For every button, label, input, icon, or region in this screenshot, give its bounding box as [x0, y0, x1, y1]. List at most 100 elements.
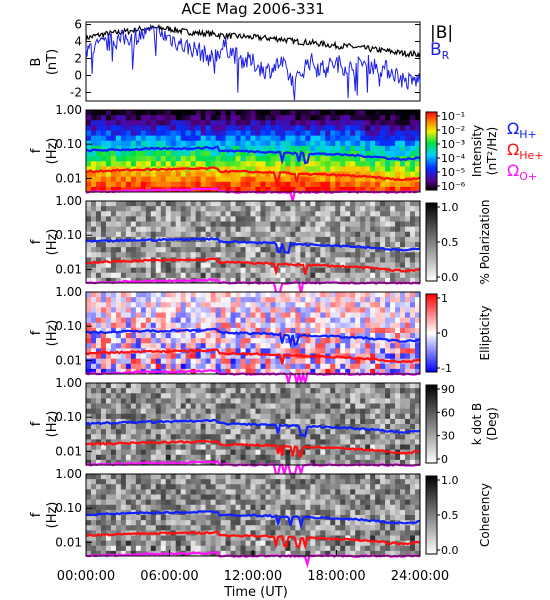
- heatmap-cell: [205, 140, 212, 147]
- heatmap-cell: [140, 120, 147, 126]
- heatmap-cell: [255, 236, 261, 243]
- colorbar-tick-label: 0.5: [441, 236, 459, 249]
- heatmap-cell: [210, 418, 217, 425]
- heatmap-cell: [340, 398, 346, 404]
- heatmap-cell: [220, 120, 226, 126]
- heatmap-cell: [160, 489, 167, 495]
- heatmap-cell: [350, 444, 356, 451]
- heatmap-cell: [300, 317, 306, 324]
- heatmap-cell: [230, 333, 236, 339]
- heatmap-cell: [210, 545, 217, 552]
- heatmap-cell: [345, 343, 351, 349]
- heatmap-cell: [375, 211, 381, 217]
- heatmap-cell: [195, 363, 202, 370]
- heatmap-cell: [315, 348, 321, 354]
- heatmap-cell: [120, 535, 127, 542]
- heatmap-cell: [275, 186, 281, 193]
- heatmap-cell: [265, 252, 271, 258]
- heatmap-cell: [145, 140, 152, 147]
- heatmap-cell: [375, 110, 381, 116]
- heatmap-cell: [255, 398, 261, 404]
- heatmap-cell: [120, 156, 127, 162]
- heatmap-cell: [230, 348, 236, 354]
- heatmap-cell: [270, 307, 276, 313]
- heatmap-cell: [205, 444, 212, 451]
- heatmap-cell: [305, 151, 311, 157]
- heatmap-cell: [340, 292, 346, 298]
- heatmap-cell: [300, 277, 306, 284]
- heatmap-cell: [165, 353, 172, 360]
- heatmap-cell: [150, 515, 157, 521]
- heatmap-cell: [255, 257, 261, 263]
- heatmap-cell: [165, 272, 172, 279]
- heatmap-cell: [155, 130, 162, 137]
- heatmap-cell: [390, 444, 396, 451]
- heatmap-cell: [275, 221, 281, 228]
- heatmap-cell: [100, 221, 107, 228]
- heatmap-cell: [115, 434, 122, 440]
- heatmap-cell: [415, 388, 421, 394]
- heatmap-cell: [235, 348, 241, 354]
- heatmap-cell: [155, 115, 162, 121]
- heatmap-cell: [330, 216, 336, 222]
- heatmap-cell: [180, 504, 187, 511]
- heatmap-cell: [95, 333, 102, 339]
- heatmap-cell: [200, 292, 207, 298]
- heatmap-cell: [360, 181, 366, 188]
- heatmap-cell: [385, 120, 391, 126]
- heatmap-cell: [150, 434, 157, 440]
- heatmap-cell: [155, 231, 162, 238]
- heatmap-cell: [315, 181, 321, 188]
- heatmap-cell: [390, 120, 396, 126]
- heatmap-cell: [395, 221, 401, 228]
- heatmap-cell: [405, 120, 411, 126]
- heatmap-cell: [120, 444, 127, 451]
- heatmap-cell: [135, 499, 142, 506]
- heatmap-cell: [265, 424, 271, 430]
- heatmap-cell: [180, 338, 187, 344]
- heatmap-cell: [105, 368, 112, 375]
- heatmap-cell: [180, 247, 187, 253]
- heatmap-cell: [170, 398, 177, 404]
- heatmap-cell: [370, 176, 376, 183]
- heatmap-cell: [295, 454, 301, 461]
- heatmap-cell: [330, 449, 336, 456]
- heatmap-cell: [115, 277, 122, 284]
- heatmap-cell: [190, 206, 197, 212]
- heatmap-cell: [105, 125, 112, 131]
- heatmap-cell: [125, 130, 132, 137]
- heatmap-cell: [265, 322, 271, 329]
- heatmap-cell: [280, 171, 286, 178]
- heatmap-cell: [205, 449, 212, 456]
- heatmap-cell: [220, 413, 226, 420]
- heatmap-cell: [185, 449, 192, 456]
- heatmap-cell: [250, 211, 256, 217]
- heatmap-cell: [245, 272, 251, 279]
- heatmap-cell: [390, 125, 396, 131]
- heatmap-cell: [205, 247, 212, 253]
- heatmap-cell: [245, 403, 251, 410]
- heatmap-cell: [415, 307, 421, 313]
- heatmap-cell: [145, 504, 152, 511]
- heatmap-cell: [190, 408, 197, 415]
- heatmap-cell: [310, 312, 316, 319]
- heatmap-cell: [340, 459, 346, 466]
- heatmap-cell: [230, 277, 236, 284]
- heatmap-cell: [360, 444, 366, 451]
- heatmap-cell: [340, 145, 346, 152]
- heatmap-cell: [105, 535, 112, 542]
- heatmap-cell: [290, 317, 296, 324]
- heatmap-cell: [220, 393, 226, 399]
- heatmap-cell: [325, 434, 331, 440]
- heatmap-cell: [105, 545, 112, 552]
- heatmap-cell: [295, 363, 301, 370]
- heatmap-cell: [335, 307, 341, 313]
- heatmap-cell: [395, 302, 401, 308]
- heatmap-cell: [230, 312, 236, 319]
- heatmap-cell: [180, 429, 187, 435]
- heatmap-cell: [380, 292, 386, 298]
- heatmap-cell: [380, 206, 386, 212]
- heatmap-cell: [115, 327, 122, 334]
- heatmap-cell: [395, 151, 401, 157]
- heatmap-cell: [115, 444, 122, 451]
